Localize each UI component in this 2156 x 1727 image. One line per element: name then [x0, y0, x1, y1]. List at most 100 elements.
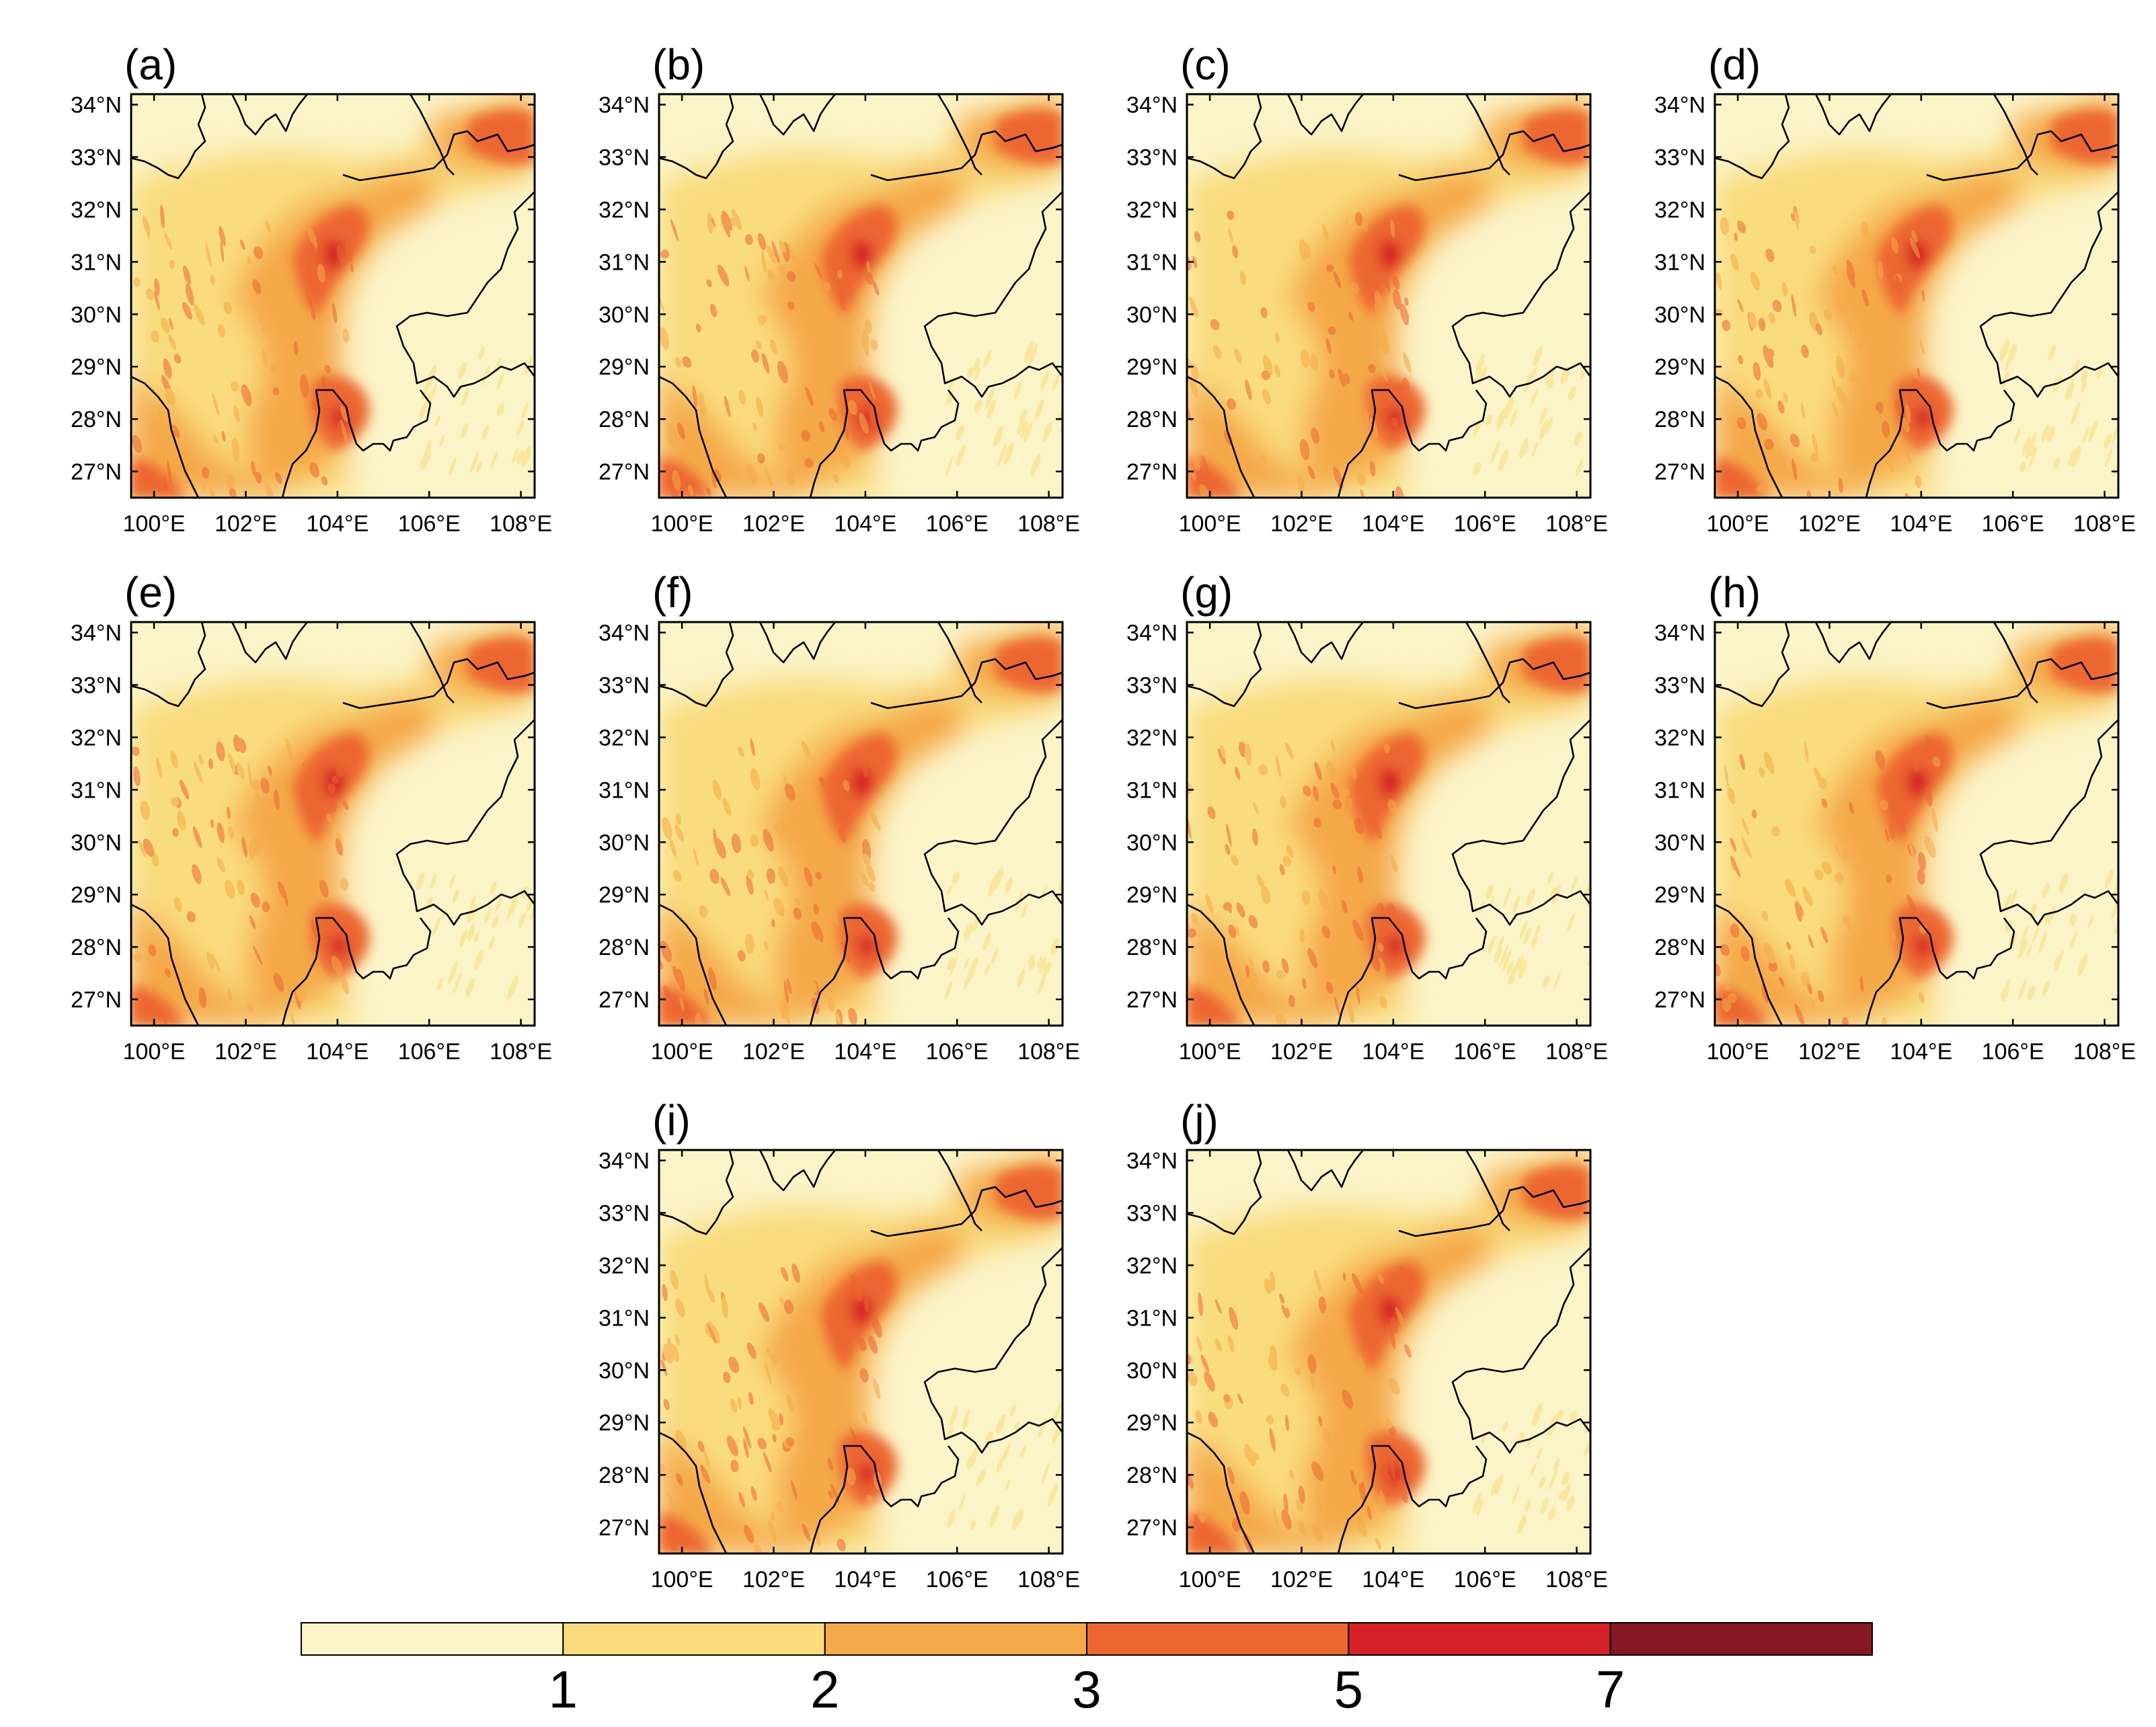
lon-tick-label: 102°E: [1270, 1039, 1333, 1065]
lat-tick-label: 31°N: [599, 777, 650, 803]
lon-tick-label: 106°E: [398, 511, 461, 537]
lat-tick-label: 31°N: [1654, 777, 1705, 803]
map-field: [1715, 622, 2118, 1026]
lat-tick-label: 27°N: [1126, 459, 1178, 485]
lon-tick-label: 102°E: [1798, 511, 1861, 537]
province-borders: [1187, 622, 1590, 1026]
lat-tick-label: 32°N: [1654, 197, 1705, 223]
lat-tick-label: 27°N: [599, 1515, 650, 1541]
lat-tick-label: 28°N: [599, 1463, 650, 1488]
lon-tick-label: 104°E: [1362, 1039, 1424, 1065]
lat-tick-label: 27°N: [599, 459, 650, 485]
province-borders: [131, 622, 535, 1026]
lat-tick-label: 32°N: [599, 1253, 650, 1278]
panel-a: (a)34°N 33°N 32°N 31°N 30°N 29°N 28°N 27°N100°E…: [71, 40, 552, 537]
lat-tick-label: 32°N: [71, 725, 122, 751]
lon-tick-label: 108°E: [1017, 1567, 1080, 1592]
province-borders: [1187, 1150, 1590, 1553]
lat-tick-label: 33°N: [71, 673, 122, 699]
lat-tick-label: 30°N: [599, 1358, 650, 1383]
lon-tick-label: 106°E: [926, 1039, 989, 1065]
lat-tick-label: 33°N: [1126, 1201, 1178, 1227]
lat-tick-label: 33°N: [1654, 145, 1705, 171]
province-borders: [659, 1150, 1063, 1553]
map-field: [131, 622, 535, 1026]
map-field: [1187, 94, 1590, 498]
lon-tick-label: 104°E: [834, 1039, 896, 1065]
lat-tick-label: 34°N: [71, 621, 122, 646]
colorbar-tick-label: 5: [1334, 1660, 1363, 1719]
lat-tick-label: 34°N: [1126, 1149, 1178, 1174]
lat-tick-label: 29°N: [599, 354, 650, 380]
panel-label: (d): [1708, 40, 1761, 89]
lat-tick-label: 31°N: [1126, 777, 1178, 803]
lon-tick-label: 108°E: [1017, 511, 1080, 537]
lon-tick-label: 104°E: [306, 1039, 369, 1065]
lat-tick-label: 29°N: [71, 882, 122, 908]
panel-j: (j)34°N 33°N 32°N 31°N 30°N 29°N 28°N 27°N 100°E…: [1126, 1096, 1608, 1592]
lat-tick-label: 30°N: [599, 830, 650, 855]
lat-tick-label: 34°N: [1126, 621, 1178, 646]
lat-tick-label: 29°N: [71, 354, 122, 380]
panel-label: (c): [1180, 40, 1231, 89]
colorbar-tick-label: 1: [549, 1660, 578, 1719]
lon-tick-label: 106°E: [926, 1567, 989, 1592]
lat-tick-label: 28°N: [1126, 1463, 1178, 1488]
panel-c: (c)34°N 33°N 32°N 31°N 30°N 29°N 28°N 27°N100°E…: [1126, 40, 1608, 537]
colorbar-segment: [1086, 1622, 1350, 1656]
lat-tick-label: 29°N: [599, 882, 650, 908]
lat-tick-label: 32°N: [1126, 725, 1178, 751]
map-field: [1715, 94, 2118, 498]
lat-tick-label: 28°N: [599, 407, 650, 432]
lon-tick-label: 106°E: [1982, 511, 2044, 537]
map-frame: [130, 93, 536, 499]
lon-tick-label: 100°E: [1707, 511, 1769, 537]
map-field: [1187, 622, 1590, 1026]
lat-tick-label: 30°N: [1654, 830, 1705, 855]
province-borders: [1187, 94, 1590, 498]
map-frame: [1186, 1149, 1592, 1555]
lon-tick-label: 106°E: [926, 511, 989, 537]
map-frame: [1186, 93, 1592, 499]
lon-tick-label: 100°E: [651, 511, 714, 537]
lat-tick-label: 30°N: [1126, 1358, 1178, 1383]
lat-tick-label: 28°N: [599, 935, 650, 960]
colorbar-segment: [824, 1622, 1087, 1656]
province-borders: [1715, 622, 2118, 1026]
lat-tick-label: 30°N: [71, 302, 122, 328]
lon-tick-label: 100°E: [1179, 1039, 1241, 1065]
lon-tick-label: 106°E: [1454, 511, 1516, 537]
lat-tick-label: 33°N: [1126, 673, 1178, 699]
map-frame: [1186, 621, 1592, 1027]
map-frame: [658, 1149, 1064, 1555]
colorbar: 1 2 3 5 7: [301, 1622, 1874, 1719]
lat-tick-label: 29°N: [1654, 354, 1705, 380]
lon-tick-label: 108°E: [1545, 1039, 1608, 1065]
map-frame: [130, 621, 536, 1027]
lat-tick-label: 34°N: [599, 1149, 650, 1174]
lat-tick-label: 28°N: [1654, 935, 1705, 960]
lon-tick-label: 108°E: [2073, 511, 2136, 537]
map-field: [659, 1150, 1063, 1553]
lon-tick-label: 104°E: [834, 1567, 896, 1592]
panel-label: (b): [652, 40, 705, 89]
lon-tick-label: 100°E: [651, 1567, 714, 1592]
lat-tick-label: 33°N: [599, 145, 650, 171]
panel-e: (e)34°N 33°N 32°N 31°N 30°N 29°N 28°N 27°N100°E…: [71, 568, 552, 1065]
panel-b: (b)34°N 33°N 32°N 31°N 30°N 29°N 28°N 27°N100°E…: [599, 40, 1080, 537]
panel-g: (g)34°N 33°N 32°N 31°N 30°N 29°N 28°N 27°N100°E…: [1126, 568, 1608, 1065]
colorbar-tick-label: 3: [1072, 1660, 1101, 1719]
colorbar-tick-label: 2: [810, 1660, 839, 1719]
lat-tick-label: 32°N: [71, 197, 122, 223]
lon-tick-label: 106°E: [1454, 1039, 1516, 1065]
lon-tick-label: 102°E: [1270, 1567, 1333, 1592]
lon-tick-label: 100°E: [1179, 1567, 1241, 1592]
colorbar-segment: [1609, 1622, 1874, 1656]
panel-i: (i)34°N 33°N 32°N 31°N 30°N 29°N 28°N 27°N 100°E…: [599, 1096, 1080, 1592]
lat-tick-label: 32°N: [1126, 1253, 1178, 1278]
lat-tick-label: 33°N: [1126, 145, 1178, 171]
panel-f: (f)34°N 33°N 32°N 31°N 30°N 29°N 28°N 27°N100°E…: [599, 568, 1080, 1065]
map-frame: [658, 93, 1064, 499]
lat-tick-label: 31°N: [1654, 250, 1705, 275]
